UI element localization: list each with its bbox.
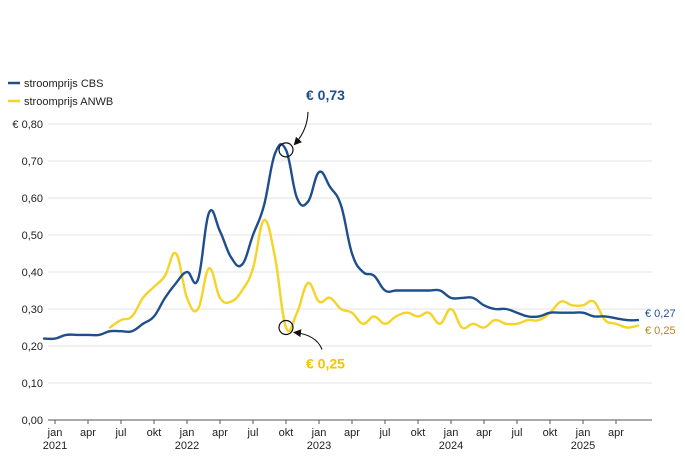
x-tick-label: jan [575, 427, 591, 439]
x-tick-label: jan [47, 427, 63, 439]
grid [48, 123, 652, 421]
x-tick-label: jul [114, 427, 126, 439]
x-tick-label: apr [608, 427, 624, 439]
legend-item-anwb: stroomprijs ANWB [8, 96, 113, 108]
y-tick-label: € 0,80 [12, 119, 43, 131]
legend-label-anwb: stroomprijs ANWB [24, 96, 113, 108]
x-year-label: 2024 [439, 440, 463, 452]
x-tick-label: apr [212, 427, 228, 439]
x-tick-label: okt [543, 427, 558, 439]
series-end-labels: € 0,27 € 0,25 [645, 308, 676, 337]
y-tick-label: 0,70 [22, 156, 43, 168]
legend-item-cbs: stroomprijs CBS [8, 78, 103, 90]
y-tick-label: 0,10 [22, 378, 43, 390]
x-tick-label: okt [411, 427, 426, 439]
y-tick-label: 0,00 [22, 415, 43, 427]
peak-arrow [293, 111, 309, 146]
x-year-label: 2021 [43, 440, 67, 452]
legend-label-cbs: stroomprijs CBS [24, 78, 103, 90]
y-tick-label: 0,60 [22, 193, 43, 205]
x-year-label: 2025 [571, 440, 595, 452]
y-tick-label: 0,50 [22, 230, 43, 242]
series-layer [42, 143, 640, 341]
end-label-cbs: € 0,27 [645, 308, 676, 320]
x-tick-label: apr [476, 427, 492, 439]
annotations-layer: € 0,73 € 0,25 [278, 87, 345, 372]
y-tick-label: 0,40 [22, 267, 43, 279]
y-tick-label: 0,30 [22, 304, 43, 316]
peak-circle-cbs [278, 142, 294, 158]
x-year-label: 2022 [175, 440, 199, 452]
x-tick-label: jan [179, 427, 195, 439]
dip-circle-anwb [278, 319, 294, 336]
x-tick-label: jul [378, 427, 390, 439]
dip-arrow [293, 329, 323, 350]
peak-label-cbs: € 0,73 [306, 87, 345, 103]
series-line-cbs [42, 143, 640, 341]
x-tick-label: apr [80, 427, 96, 439]
x-tick-label: jan [443, 427, 459, 439]
x-year-label: 2023 [307, 440, 331, 452]
y-axis: 0,00 0,10 0,20 0,30 0,40 0,50 0,60 0,70 € 0,80 [12, 119, 43, 427]
end-label-anwb: € 0,25 [645, 325, 676, 337]
legend: stroomprijs CBS stroomprijs ANWB [8, 78, 113, 108]
x-tick-label: jan [311, 427, 327, 439]
x-tick-label: okt [147, 427, 162, 439]
x-tick-label: jul [246, 427, 258, 439]
x-tick-label: jul [510, 427, 522, 439]
y-tick-label: 0,20 [22, 341, 43, 353]
x-tick-label: apr [344, 427, 360, 439]
dip-label-anwb: € 0,25 [306, 356, 345, 372]
x-tick-label: okt [279, 427, 294, 439]
